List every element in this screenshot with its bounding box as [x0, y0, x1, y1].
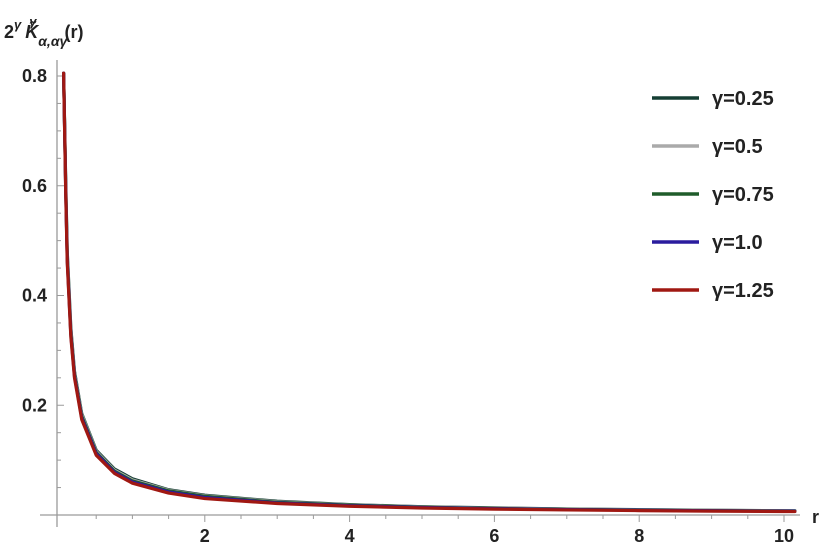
- y-axis-title-symbol: K̃: [25, 20, 40, 42]
- legend-label-2: γ=0.5: [712, 136, 763, 158]
- y-tick-label: 0.8: [22, 66, 47, 86]
- series-line-3: [62, 71, 797, 513]
- series-line-2: [62, 71, 797, 513]
- y-axis-title: 2γ K̃α,αγγ(r): [4, 14, 84, 49]
- y-tick-label: 0.6: [22, 176, 47, 196]
- y-axis-title-arg: (r): [65, 22, 84, 42]
- legend-label-4: γ=1.0: [712, 232, 763, 254]
- x-tick-label: 4: [345, 526, 355, 546]
- y-axis-title-base-sup: γ: [14, 17, 22, 32]
- legend: γ=0.25 γ=0.5 γ=0.75 γ=1.0 γ=1.25: [652, 88, 774, 302]
- x-tick-label: 2: [200, 526, 210, 546]
- y-axis-title-symbol-sup: γ: [29, 14, 37, 29]
- series-line-4: [62, 71, 797, 513]
- series-line-5: [62, 71, 797, 514]
- y-axis-title-base: 2: [4, 22, 14, 42]
- x-tick-label: 10: [774, 526, 794, 546]
- legend-label-5: γ=1.25: [712, 280, 774, 302]
- x-axis-title: r: [812, 507, 819, 527]
- plot-area: [62, 71, 797, 514]
- series-line-1: [62, 71, 797, 513]
- legend-label-3: γ=0.75: [712, 184, 774, 206]
- axes: 2 4 6 8 10 0.2 0.4 0.6 0.8: [22, 60, 800, 546]
- x-tick-label: 6: [489, 526, 499, 546]
- y-tick-label: 0.4: [22, 286, 47, 306]
- y-tick-label: 0.2: [22, 395, 47, 415]
- y-axis-title-symbol-sub: α,αγ: [38, 33, 68, 49]
- x-tick-label: 8: [634, 526, 644, 546]
- legend-label-1: γ=0.25: [712, 88, 774, 110]
